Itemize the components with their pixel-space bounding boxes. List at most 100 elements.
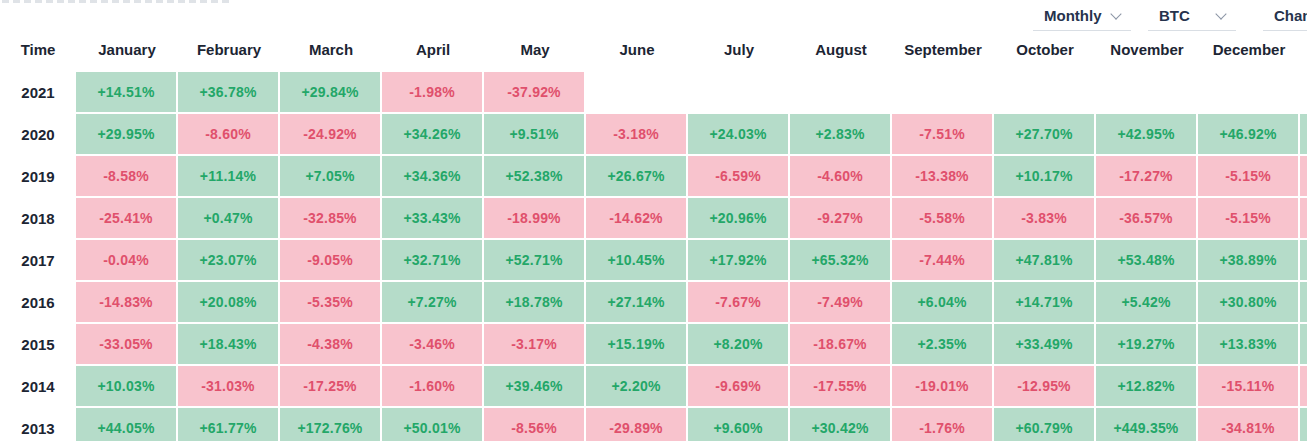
- return-cell: +46.92%: [1198, 114, 1298, 154]
- return-cell: -7.51%: [892, 114, 992, 154]
- return-cell: -24.92%: [280, 114, 380, 154]
- return-cell: +19.27%: [1096, 324, 1196, 364]
- return-cell: -17.25%: [280, 366, 380, 406]
- empty-cell: [1096, 72, 1196, 112]
- return-cell: -0.04%: [76, 240, 176, 280]
- return-cell: +29.84%: [280, 72, 380, 112]
- column-header-february: February: [178, 41, 280, 58]
- empty-cell: [994, 72, 1094, 112]
- return-cell: -7.44%: [892, 240, 992, 280]
- return-cell: -8.56%: [484, 408, 584, 441]
- return-cell: -5.15%: [1198, 156, 1298, 196]
- return-cell: +10.45%: [586, 240, 686, 280]
- return-cell: -4.38%: [280, 324, 380, 364]
- year-label: 2015: [0, 324, 76, 364]
- return-cell: +14.71%: [994, 282, 1094, 322]
- column-header-december: December: [1198, 41, 1300, 58]
- return-cell: +50.01%: [382, 408, 482, 441]
- return-cell: +23.07%: [178, 240, 278, 280]
- metric-dropdown[interactable]: Change: [1263, 1, 1307, 31]
- return-cell: +26.67%: [586, 156, 686, 196]
- return-cell: -34.81%: [1198, 408, 1298, 441]
- return-cell: +20.96%: [688, 198, 788, 238]
- return-cell: -3.46%: [382, 324, 482, 364]
- return-cell: +36.78%: [178, 72, 278, 112]
- clipped-next-column-cell: [1300, 156, 1307, 196]
- column-header-november: November: [1096, 41, 1198, 58]
- table-row-2013: 2013+44.05%+61.77%+172.76%+50.01%-8.56%-…: [0, 408, 1307, 441]
- return-cell: -36.57%: [1096, 198, 1196, 238]
- return-cell: -5.58%: [892, 198, 992, 238]
- return-cell: -9.05%: [280, 240, 380, 280]
- return-cell: +27.70%: [994, 114, 1094, 154]
- return-cell: +30.80%: [1198, 282, 1298, 322]
- return-cell: -1.98%: [382, 72, 482, 112]
- return-cell: +27.14%: [586, 282, 686, 322]
- return-cell: -4.60%: [790, 156, 890, 196]
- return-cell: -1.76%: [892, 408, 992, 441]
- return-cell: -5.15%: [1198, 198, 1298, 238]
- return-cell: +29.95%: [76, 114, 176, 154]
- return-cell: +33.49%: [994, 324, 1094, 364]
- return-cell: -6.59%: [688, 156, 788, 196]
- table-row-2020: 2020+29.95%-8.60%-24.92%+34.26%+9.51%-3.…: [0, 114, 1307, 156]
- return-cell: +15.19%: [586, 324, 686, 364]
- return-cell: +11.14%: [178, 156, 278, 196]
- clipped-next-column-cell: [1300, 114, 1307, 154]
- return-cell: +34.36%: [382, 156, 482, 196]
- return-cell: +42.95%: [1096, 114, 1196, 154]
- column-header-june: June: [586, 41, 688, 58]
- return-cell: +47.81%: [994, 240, 1094, 280]
- column-header-august: August: [790, 41, 892, 58]
- return-cell: +14.51%: [76, 72, 176, 112]
- column-header-july: July: [688, 41, 790, 58]
- clipped-next-column-cell: [1300, 240, 1307, 280]
- empty-cell: [586, 72, 686, 112]
- return-cell: -1.60%: [382, 366, 482, 406]
- table-row-2019: 2019-8.58%+11.14%+7.05%+34.36%+52.38%+26…: [0, 156, 1307, 198]
- year-label: 2019: [0, 156, 76, 196]
- table-header-row: TimeJanuaryFebruaryMarchAprilMayJuneJuly…: [0, 38, 1307, 60]
- return-cell: +52.38%: [484, 156, 584, 196]
- return-cell: +24.03%: [688, 114, 788, 154]
- column-header-time: Time: [0, 41, 76, 58]
- return-cell: +9.60%: [688, 408, 788, 441]
- return-cell: +9.51%: [484, 114, 584, 154]
- year-label: 2021: [0, 72, 76, 112]
- year-label: 2017: [0, 240, 76, 280]
- column-header-april: April: [382, 41, 484, 58]
- return-cell: -7.49%: [790, 282, 890, 322]
- empty-cell: [892, 72, 992, 112]
- column-header-october: October: [994, 41, 1096, 58]
- return-cell: +13.83%: [1198, 324, 1298, 364]
- year-label: 2013: [0, 408, 76, 441]
- return-cell: -18.99%: [484, 198, 584, 238]
- return-cell: +20.08%: [178, 282, 278, 322]
- return-cell: -13.38%: [892, 156, 992, 196]
- return-cell: -33.05%: [76, 324, 176, 364]
- return-cell: +0.47%: [178, 198, 278, 238]
- clipped-next-column-cell: [1300, 198, 1307, 238]
- symbol-dropdown[interactable]: BTC: [1148, 1, 1236, 31]
- chevron-down-icon: [1215, 8, 1226, 19]
- return-cell: +39.46%: [484, 366, 584, 406]
- interval-dropdown[interactable]: Monthly: [1033, 1, 1131, 31]
- return-cell: +38.89%: [1198, 240, 1298, 280]
- return-cell: -31.03%: [178, 366, 278, 406]
- return-cell: +60.79%: [994, 408, 1094, 441]
- table-body: 2021+14.51%+36.78%+29.84%-1.98%-37.92%20…: [0, 72, 1307, 441]
- year-label: 2020: [0, 114, 76, 154]
- return-cell: +17.92%: [688, 240, 788, 280]
- return-cell: +8.20%: [688, 324, 788, 364]
- return-cell: -5.35%: [280, 282, 380, 322]
- year-label: 2018: [0, 198, 76, 238]
- empty-cell: [1198, 72, 1298, 112]
- return-cell: -25.41%: [76, 198, 176, 238]
- return-cell: -17.27%: [1096, 156, 1196, 196]
- return-cell: +2.20%: [586, 366, 686, 406]
- return-cell: -3.18%: [586, 114, 686, 154]
- return-cell: +18.43%: [178, 324, 278, 364]
- return-cell: -29.89%: [586, 408, 686, 441]
- table-row-2016: 2016-14.83%+20.08%-5.35%+7.27%+18.78%+27…: [0, 282, 1307, 324]
- return-cell: -37.92%: [484, 72, 584, 112]
